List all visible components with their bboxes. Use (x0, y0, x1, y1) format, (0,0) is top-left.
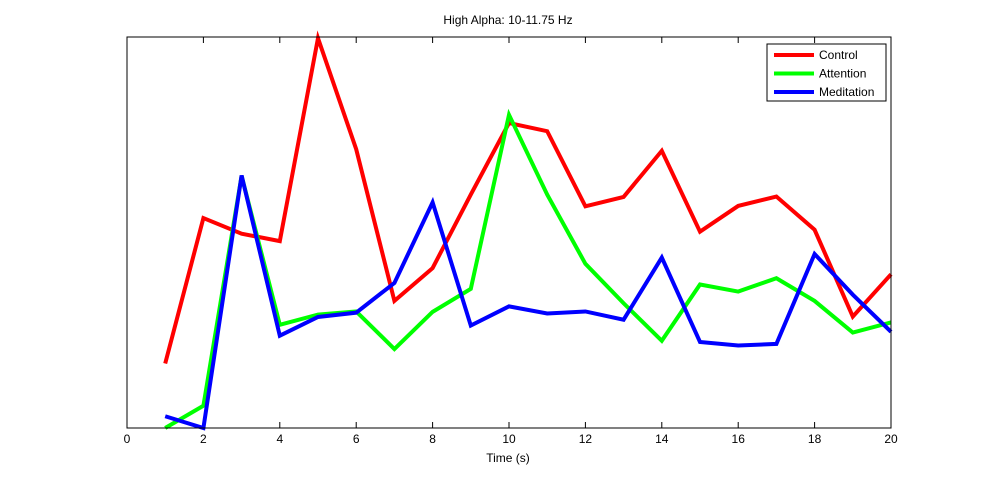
x-tick-label: 8 (429, 432, 436, 446)
plot-area: 0 2 4 6 8 10 12 14 16 18 20 Control Attention Meditat… (124, 30, 898, 446)
x-tick-label: 16 (732, 432, 746, 446)
x-tick-label: 14 (655, 432, 669, 446)
x-tick-label: 12 (579, 432, 593, 446)
series-line-meditation (164, 174, 893, 431)
x-axis-label: Time (s) (486, 451, 530, 465)
x-tick-label: 10 (502, 432, 516, 446)
x-tick-label: 6 (353, 432, 360, 446)
series-line-control (163, 30, 893, 364)
legend-label-attention: Attention (819, 67, 866, 81)
chart-title: High Alpha: 10-11.75 Hz (443, 13, 572, 27)
x-tick-label: 2 (200, 432, 207, 446)
legend-label-meditation: Meditation (819, 85, 874, 99)
series-line-attention (164, 108, 892, 430)
x-tick-label: 0 (124, 432, 131, 446)
x-tick-label: 4 (276, 432, 283, 446)
legend-label-control: Control (819, 48, 858, 62)
legend: Control Attention Meditation (766, 43, 887, 102)
axes-border (126, 36, 892, 429)
x-tick-label: 20 (884, 432, 898, 446)
x-tick-label: 18 (808, 432, 822, 446)
